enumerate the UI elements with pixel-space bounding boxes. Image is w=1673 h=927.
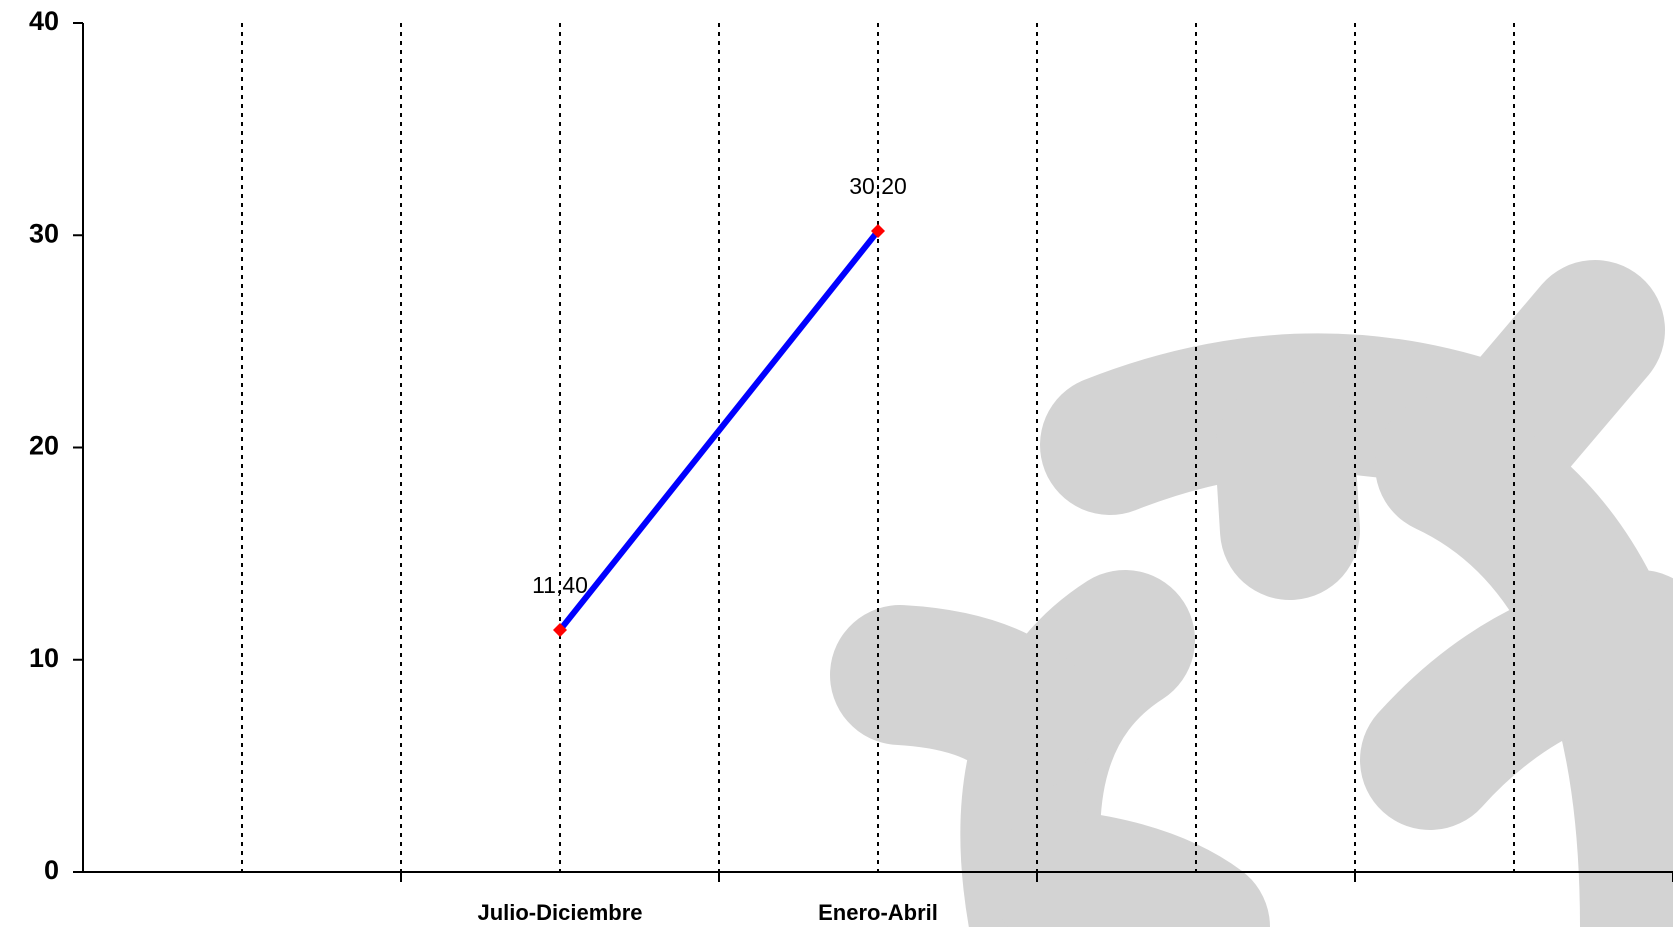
y-tick-label: 10	[29, 643, 59, 673]
chart: 0 10 20 30 40 Julio-Diciembre Enero-Abril 11,40…	[0, 0, 1673, 927]
value-label: 30,20	[849, 173, 907, 199]
y-tick-label: 40	[29, 6, 59, 36]
line-series	[560, 231, 878, 630]
x-tick-label: Julio-Diciembre	[477, 900, 642, 925]
watermark	[900, 330, 1650, 927]
y-tick-label: 20	[29, 431, 59, 461]
value-label: 11,40	[532, 572, 588, 598]
y-tick-label: 30	[29, 218, 59, 248]
x-tick-label: Enero-Abril	[818, 900, 938, 925]
y-tick-label: 0	[44, 855, 59, 885]
